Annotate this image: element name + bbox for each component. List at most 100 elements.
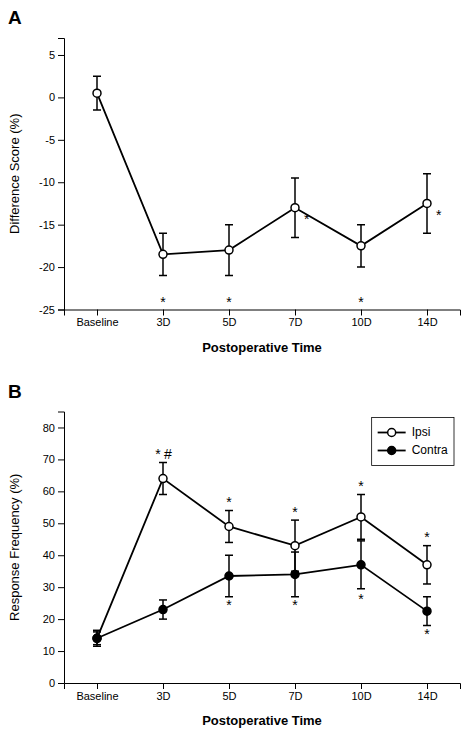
figure: Baseline3D5D7D10D14D-25-20-15-10-505****… (0, 0, 474, 747)
y-tick-label: 70 (43, 453, 55, 465)
x-tick: 7D (288, 683, 302, 702)
y-axis-line (58, 412, 65, 684)
x-tick-label: 3D (156, 316, 170, 328)
x-tick-mark (163, 310, 164, 316)
annotation: * (424, 626, 430, 642)
error-bar (423, 174, 431, 233)
error-bar-cap (159, 618, 167, 620)
y-tick: 0 (49, 677, 64, 689)
x-tick-label: 5D (222, 316, 236, 328)
annotations: *********# (155, 446, 430, 642)
marker (93, 634, 101, 642)
x-axis-title: Postoperative Time (202, 713, 322, 728)
series-line (97, 479, 427, 639)
error-bar-cap (159, 275, 167, 277)
panel-label: B (8, 381, 22, 402)
y-tick-label: 80 (43, 421, 55, 433)
annotation: * (292, 597, 298, 613)
x-tick: 10D (351, 310, 371, 329)
annotation: * (292, 504, 298, 520)
marker (225, 246, 233, 254)
y-tick-label: -25 (39, 304, 55, 316)
series (93, 463, 431, 645)
error-bar-cap (159, 232, 167, 234)
error-bar-cap (291, 237, 299, 239)
x-axis: Baseline3D5D7D10D14D (65, 310, 461, 329)
x-tick-label: 3D (156, 690, 170, 702)
error-bar-cap (225, 554, 233, 556)
error-bar (357, 541, 365, 589)
x-axis-line (65, 310, 461, 316)
error-bar-cap (159, 599, 167, 601)
legend-swatch-marker (388, 447, 396, 455)
annotation: * (226, 597, 232, 613)
error-bar-cap (357, 266, 365, 268)
panel: Baseline3D5D7D10D14D-25-20-15-10-505****… (7, 7, 460, 355)
error-bar-cap (423, 173, 431, 175)
legend-label: Ipsi (412, 425, 431, 439)
error-bar-cap (225, 542, 233, 544)
y-axis-title: Difference Score (%) (7, 114, 22, 234)
y-tick: -10 (39, 176, 64, 188)
legend-item: Ipsi (378, 425, 431, 439)
x-tick: 3D (156, 310, 170, 329)
y-tick-label: -5 (45, 134, 55, 146)
y-tick-mark (58, 55, 64, 56)
x-tick-label: Baseline (76, 690, 118, 702)
annotation: * (304, 211, 310, 227)
y-tick-mark (58, 427, 64, 428)
x-tick-mark (229, 310, 230, 316)
marker (357, 513, 365, 521)
annotation: * (226, 294, 232, 310)
x-tick: 14D (417, 310, 437, 329)
series (93, 541, 431, 646)
y-tick-mark (58, 523, 64, 524)
y-tick-label: 40 (43, 549, 55, 561)
y-tick: 70 (43, 453, 64, 465)
y-axis-title: Response Frequency (%) (7, 474, 22, 621)
error-bar-cap (159, 494, 167, 496)
error-bar-cap (357, 540, 365, 542)
marker (291, 542, 299, 550)
marker (159, 606, 167, 614)
y-tick-label: -20 (39, 261, 55, 273)
y-tick-mark (58, 267, 64, 268)
error-bar (291, 552, 299, 597)
error-bar-cap (225, 275, 233, 277)
error-bar-cap (423, 583, 431, 585)
x-axis-line (65, 684, 461, 690)
x-tick-mark (97, 683, 98, 689)
x-tick-mark (361, 683, 362, 689)
x-tick: Baseline (76, 683, 118, 702)
x-tick-label: 7D (288, 690, 302, 702)
y-tick-mark (58, 97, 64, 98)
y-tick-mark (58, 619, 64, 620)
x-tick-label: 10D (351, 690, 371, 702)
marker (159, 475, 167, 483)
x-tick-label: 7D (288, 316, 302, 328)
x-tick-label: 14D (417, 690, 437, 702)
y-tick-label: 50 (43, 517, 55, 529)
error-bar-cap (423, 232, 431, 234)
plot-area (93, 76, 431, 275)
y-tick-label: -10 (39, 176, 55, 188)
x-tick-mark (163, 683, 164, 689)
error-bar (159, 463, 167, 495)
annotation: * (160, 294, 166, 310)
annotation: * (424, 529, 430, 545)
y-tick-mark (58, 555, 64, 556)
y-tick-mark (58, 310, 64, 311)
marker (159, 250, 167, 258)
y-tick-mark (58, 225, 64, 226)
marker (225, 522, 233, 530)
error-bar-cap (357, 224, 365, 226)
marker (93, 89, 101, 97)
x-tick-mark (427, 683, 428, 689)
series-line (97, 93, 427, 254)
y-tick-label: 20 (43, 613, 55, 625)
legend-swatch-marker (388, 429, 396, 437)
error-bar-cap (93, 75, 101, 77)
error-bar (225, 225, 233, 276)
error-bar (93, 630, 101, 646)
marker (423, 607, 431, 615)
